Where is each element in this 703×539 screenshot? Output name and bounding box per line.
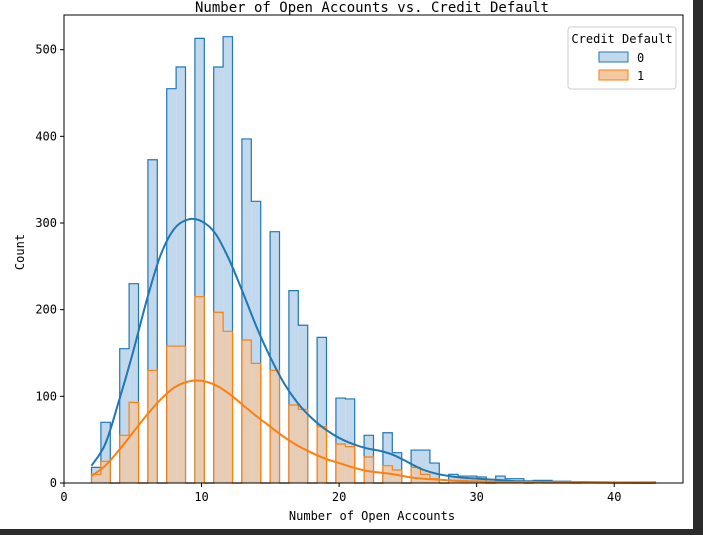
window-edge-bottom <box>0 529 703 535</box>
x-tick-label: 30 <box>469 490 483 504</box>
bar <box>223 36 233 484</box>
x-tick-label: 40 <box>607 490 621 504</box>
bar <box>166 346 177 483</box>
series-1-kde-line <box>90 379 656 484</box>
series-0-kde-line <box>90 217 656 484</box>
bar <box>364 457 374 483</box>
bar <box>458 476 468 483</box>
bar <box>335 398 346 483</box>
bar <box>345 398 355 483</box>
bar <box>298 409 308 483</box>
legend-swatch-1 <box>598 69 629 81</box>
legend-swatch-0 <box>598 51 629 63</box>
series-0-bars <box>90 36 657 484</box>
bars-layer <box>90 36 657 484</box>
bar <box>147 159 158 483</box>
bar <box>317 337 327 483</box>
bar <box>448 474 459 483</box>
y-axis: 0 100 200 300 400 500 <box>35 43 64 490</box>
y-tick-label: 500 <box>35 43 57 57</box>
legend: Credit Default 0 1 <box>567 26 677 90</box>
bar <box>429 478 440 483</box>
y-tick-label: 200 <box>35 303 57 317</box>
bar <box>129 402 139 483</box>
bar <box>213 312 224 483</box>
bar <box>288 290 299 483</box>
bar <box>382 432 393 483</box>
x-tick-label: 0 <box>60 490 67 504</box>
bar <box>251 363 261 483</box>
bar <box>420 450 430 483</box>
y-tick-label: 400 <box>35 129 57 143</box>
x-axis: 0 10 20 30 40 <box>60 483 621 504</box>
bar <box>411 467 421 483</box>
bar <box>129 283 139 483</box>
bar <box>147 370 158 483</box>
x-tick-label: 20 <box>332 490 346 504</box>
bar <box>467 476 477 483</box>
bar <box>392 452 402 483</box>
bar <box>194 38 205 484</box>
bar <box>91 474 101 483</box>
legend-label-1: 1 <box>637 69 644 83</box>
y-axis-label: Count <box>13 234 27 270</box>
bar <box>223 331 233 483</box>
bar <box>392 470 402 483</box>
bar <box>119 435 130 483</box>
y-tick-label: 300 <box>35 216 57 230</box>
window-edge-right <box>693 0 703 535</box>
bar <box>176 67 186 483</box>
y-tick-label: 100 <box>35 389 57 403</box>
x-tick-label: 10 <box>194 490 208 504</box>
bar <box>345 446 355 483</box>
legend-label-0: 0 <box>637 51 644 65</box>
bar <box>100 422 111 483</box>
x-axis-label: Number of Open Accounts <box>289 509 455 523</box>
bar <box>119 348 130 483</box>
bar <box>317 426 327 483</box>
kde-layer <box>90 217 656 484</box>
chart-title: Number of Open Accounts vs. Credit Defau… <box>195 0 549 16</box>
bar <box>213 67 224 483</box>
legend-title: Credit Default <box>571 32 672 46</box>
bar <box>448 480 459 483</box>
bar <box>251 201 261 484</box>
bar <box>270 370 280 483</box>
y-tick-label: 0 <box>50 476 57 490</box>
bar <box>270 231 280 483</box>
bar <box>298 325 308 483</box>
bar <box>194 296 205 483</box>
series-1-bars <box>90 296 656 484</box>
bar <box>241 340 252 483</box>
plot-area-frame <box>63 14 684 484</box>
bar <box>166 88 177 484</box>
bar <box>241 138 252 483</box>
series-0-step-outline <box>90 36 657 484</box>
bar <box>176 346 186 483</box>
bar <box>100 461 111 483</box>
